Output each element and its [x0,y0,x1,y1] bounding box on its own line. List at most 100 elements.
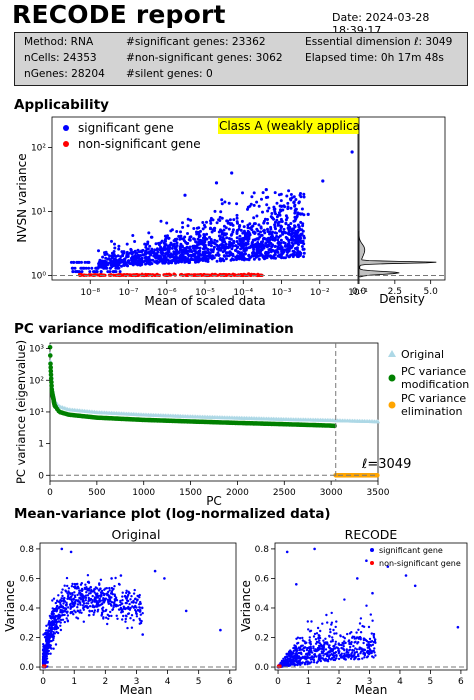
significant-point [219,210,223,214]
significant-point [136,261,140,265]
significant-point [126,599,129,602]
significant-point [266,254,269,258]
significant-point [126,255,130,258]
section-applicability: Applicability [14,97,109,113]
significant-point [287,189,291,193]
significant-point [361,648,365,651]
significant-point [153,569,157,573]
significant-point [263,237,267,241]
significant-point [157,243,161,247]
significant-point [238,234,242,238]
legend-significant-label: significant gene [78,121,174,135]
significant-point [230,171,234,175]
significant-point [114,270,118,274]
significant-point [189,249,193,253]
significant-point [131,605,134,608]
significant-point [78,591,81,595]
significant-point [333,654,336,657]
significant-point [367,650,370,653]
significant-point [175,230,179,233]
significant-point [209,219,212,223]
significant-point [42,648,45,651]
significant-point [149,258,153,262]
significant-point [195,226,199,230]
significant-point [343,598,346,601]
significant-point [168,255,172,259]
applicability-badge-text: Class A (weakly applicable) [219,119,383,133]
significant-point [310,655,313,659]
significant-point [128,591,131,595]
significant-point [52,632,55,635]
significant-point [45,653,48,656]
significant-point [113,242,116,246]
significant-point [264,241,268,245]
significant-point [90,266,94,270]
significant-point [135,251,139,255]
y-tick-label: 0.8 [255,545,270,555]
significant-point [228,221,231,225]
significant-point [113,260,117,264]
significant-point [59,628,63,632]
significant-point [289,238,293,242]
significant-point [44,633,47,636]
significant-point [163,577,166,580]
significant-point [338,643,342,647]
significant-point [45,629,48,632]
significant-point [99,599,103,602]
significant-point [42,643,45,646]
significant-point [93,597,96,601]
significant-point [136,608,140,612]
significant-point [322,658,325,661]
significant-point [269,241,273,245]
legend-non-significant-marker [63,141,69,147]
significant-point [368,652,372,655]
significant-point [180,237,184,241]
significant-point [261,210,264,214]
significant-point [122,605,126,608]
significant-point [253,231,257,235]
legend-modification-label-2: modification [401,378,469,391]
significant-point [337,657,341,661]
pc-ylabel: PC variance (eigenvalue) [14,340,28,484]
significant-point [188,245,192,249]
significant-point [210,230,214,234]
significant-point [99,578,103,581]
significant-point [333,651,337,655]
significant-point [86,574,90,577]
significant-point [106,257,110,261]
non-significant-point [185,273,189,277]
significant-point [281,251,285,255]
significant-point [355,648,359,651]
significant-point [318,642,321,645]
significant-point [297,228,301,232]
y-tick-label: 0.4 [255,604,270,614]
significant-point [106,270,110,274]
significant-point [139,600,142,604]
significant-point [232,258,236,262]
mean-variance-recode-chart: RECODE 0 1 2 3 4 5 6 0.0 0.2 0.4 0.6 0.8 Mean Vari… [239,527,468,697]
y-tick-label: 10¹ [31,208,46,218]
significant-point [222,259,226,263]
significant-point [163,260,167,264]
significant-point [239,241,242,245]
significant-point [71,601,74,604]
y-tick-label: 0.2 [255,634,269,644]
significant-point [373,651,376,654]
non-significant-point [144,273,148,277]
significant-point [358,657,361,661]
significant-point [42,660,45,663]
significant-point [61,618,65,621]
significant-point [109,602,112,605]
significant-point [322,649,325,653]
significant-point [316,626,320,630]
significant-point [119,574,123,577]
significant-point [98,604,101,607]
significant-point [136,594,139,598]
significant-point [165,221,169,225]
y-tick-label: 0 [38,471,44,481]
significant-point [175,259,179,263]
y-tick-label: 10³ [29,345,44,355]
non-significant-point [256,273,260,277]
significant-point [205,220,208,224]
mv-original-x-ticks: 0 1 2 3 4 5 6 [40,670,233,687]
